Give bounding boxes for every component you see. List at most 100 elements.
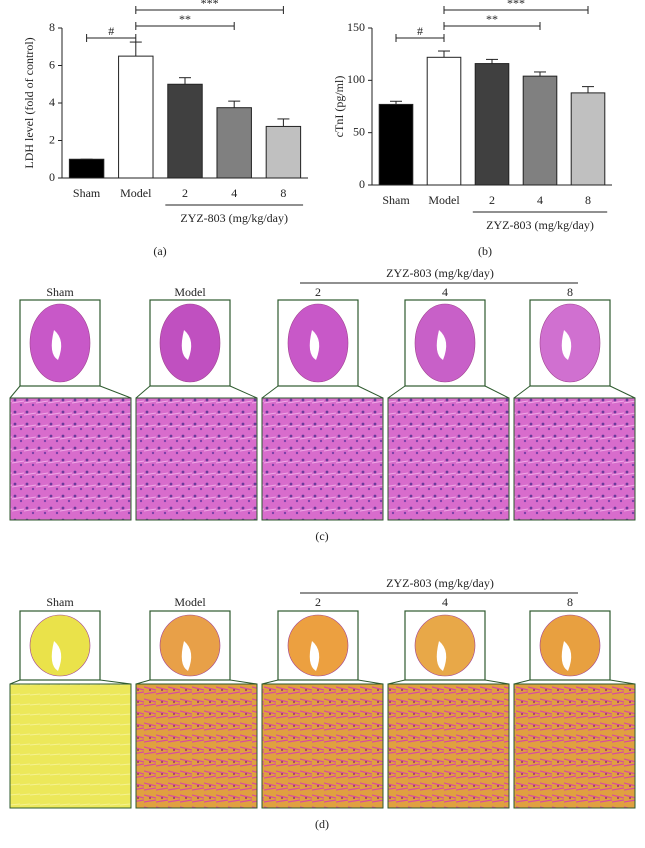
bar xyxy=(118,55,154,179)
group-label: ZYZ-803 (mg/kg/day) xyxy=(386,576,494,590)
ventricle xyxy=(181,641,192,671)
zoom-connector xyxy=(513,679,531,685)
bar xyxy=(522,75,558,186)
significance-label: ** xyxy=(179,12,191,26)
x-tick-label: 2 xyxy=(182,186,188,200)
y-tick-label: 4 xyxy=(49,95,55,109)
zoom-connector xyxy=(609,385,636,399)
x-tick-label: 4 xyxy=(231,186,237,200)
heart-section xyxy=(287,614,349,677)
bar xyxy=(570,92,606,186)
zoom-connector xyxy=(387,385,406,399)
micrograph xyxy=(387,397,510,521)
heart-section xyxy=(414,614,476,677)
bar xyxy=(216,107,252,179)
micrograph xyxy=(9,683,132,809)
y-tick-label: 100 xyxy=(347,72,365,86)
micrograph xyxy=(9,397,132,521)
ventricle xyxy=(561,641,572,671)
group-label: ZYZ-803 (mg/kg/day) xyxy=(180,211,288,225)
column-label: Model xyxy=(174,595,206,609)
ventricle xyxy=(309,641,320,671)
y-tick-label: 6 xyxy=(49,57,55,71)
significance-label: *** xyxy=(201,0,219,10)
x-tick-label: Model xyxy=(428,193,460,207)
y-tick-label: 8 xyxy=(49,20,55,34)
zoom-connector xyxy=(9,385,21,399)
x-tick-label: Model xyxy=(120,186,152,200)
bar xyxy=(474,63,510,186)
ventricle xyxy=(436,330,447,360)
panel-label: (b) xyxy=(478,244,492,258)
zoom-connector xyxy=(261,679,279,685)
x-tick-label: 2 xyxy=(489,193,495,207)
y-tick-label: 2 xyxy=(49,132,55,146)
significance-label: # xyxy=(108,24,114,38)
zoom-connector xyxy=(484,385,510,399)
zoom-connector xyxy=(135,679,151,685)
heart-section xyxy=(29,614,91,677)
column-label: Model xyxy=(174,285,206,299)
zoom-connector xyxy=(357,679,384,685)
ventricle xyxy=(561,330,572,360)
zoom-connector xyxy=(229,679,258,685)
bar xyxy=(378,103,414,186)
heart-section xyxy=(539,614,601,677)
bar xyxy=(265,125,302,179)
y-axis-label: LDH level (fold of control) xyxy=(22,37,36,168)
micrograph xyxy=(261,397,384,521)
heart-section xyxy=(159,614,221,677)
micrograph xyxy=(513,397,636,521)
bar xyxy=(426,56,462,186)
significance-label: # xyxy=(417,24,423,38)
micrograph xyxy=(135,397,258,521)
ventricle xyxy=(181,330,192,360)
y-tick-label: 0 xyxy=(49,170,55,184)
group-label: ZYZ-803 (mg/kg/day) xyxy=(486,218,594,232)
x-tick-label: 4 xyxy=(537,193,543,207)
y-tick-label: 150 xyxy=(347,20,365,34)
group-label: ZYZ-803 (mg/kg/day) xyxy=(386,266,494,280)
x-tick-label: Sham xyxy=(382,193,410,207)
ventricle xyxy=(51,330,62,360)
y-tick-label: 0 xyxy=(359,177,365,191)
zoom-connector xyxy=(99,679,132,685)
zoom-connector xyxy=(513,385,531,399)
x-tick-label: 8 xyxy=(585,193,591,207)
micrograph xyxy=(135,683,258,809)
column-label: 4 xyxy=(442,595,448,609)
zoom-connector xyxy=(9,679,21,685)
column-label: Sham xyxy=(46,595,74,609)
zoom-connector xyxy=(484,679,510,685)
y-axis-label: cTnI (pg/ml) xyxy=(332,76,346,138)
ventricle xyxy=(436,641,447,671)
column-label: 2 xyxy=(315,285,321,299)
zoom-connector xyxy=(261,385,279,399)
zoom-connector xyxy=(229,385,258,399)
y-tick-label: 50 xyxy=(353,124,365,138)
zoom-connector xyxy=(357,385,384,399)
bar xyxy=(68,158,105,179)
x-tick-label: Sham xyxy=(73,186,101,200)
panel-label: (a) xyxy=(153,244,166,258)
column-label: 2 xyxy=(315,595,321,609)
ventricle xyxy=(309,330,320,360)
zoom-connector xyxy=(99,385,132,399)
micrograph xyxy=(387,683,510,809)
panel-label: (d) xyxy=(315,817,329,831)
ventricle xyxy=(51,641,62,671)
zoom-connector xyxy=(387,679,406,685)
zoom-connector xyxy=(135,385,151,399)
column-label: Sham xyxy=(46,285,74,299)
significance-label: ** xyxy=(486,12,498,26)
zoom-connector xyxy=(609,679,636,685)
column-label: 8 xyxy=(567,285,573,299)
column-label: 8 xyxy=(567,595,573,609)
micrograph xyxy=(261,683,384,809)
column-label: 4 xyxy=(442,285,448,299)
micrograph xyxy=(513,683,636,809)
x-tick-label: 8 xyxy=(280,186,286,200)
panel-label: (c) xyxy=(315,529,328,543)
significance-label: *** xyxy=(507,0,525,10)
